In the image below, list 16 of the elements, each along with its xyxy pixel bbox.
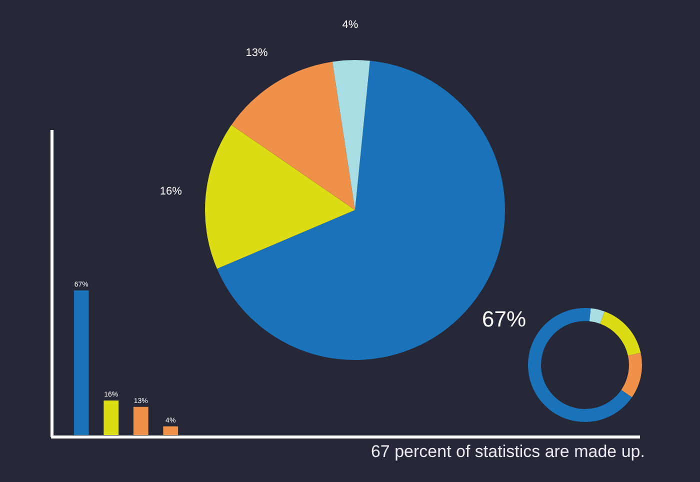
text: 67 percent of statistics are made up. <box>370 442 645 461</box>
donut-slice <box>528 308 632 422</box>
data-label: 4% <box>342 19 358 32</box>
donut-slice <box>589 308 605 324</box>
donut-slice <box>600 311 641 356</box>
donut-slice <box>621 352 642 398</box>
pie-slice <box>231 62 355 210</box>
pie-slice <box>332 60 370 210</box>
data-label: 67% <box>482 306 526 332</box>
data-label: 13% <box>246 47 268 60</box>
bar <box>104 400 119 435</box>
bar <box>133 406 148 435</box>
data-label: 16% <box>160 186 182 198</box>
pie-slice <box>205 124 355 269</box>
bar <box>74 290 89 435</box>
bar <box>163 426 178 435</box>
